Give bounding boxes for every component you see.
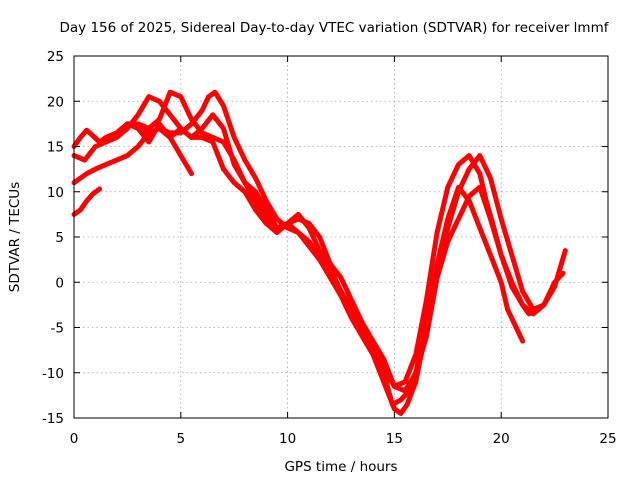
y-tick-label: -10 — [42, 366, 64, 382]
y-tick-label: 15 — [47, 140, 64, 156]
x-tick-label: 5 — [177, 431, 186, 447]
series-line-day-5 — [71, 186, 103, 217]
series-line-day-4 — [103, 89, 568, 394]
y-tick-label: 25 — [47, 49, 64, 65]
series-line-day-2 — [71, 89, 532, 407]
x-tick-label: 10 — [279, 431, 296, 447]
x-tick-label: 0 — [70, 431, 79, 447]
ticks: 0 5 10 15 20 25 25 20 15 10 5 0 -5 -10 -15 — [42, 49, 617, 447]
series-group — [71, 89, 568, 416]
y-tick-label: 10 — [47, 185, 64, 201]
x-tick-label: 25 — [599, 431, 616, 447]
y-tick-label: -5 — [51, 321, 64, 337]
y-tick-label: 20 — [47, 94, 64, 110]
series-line-day-6 — [135, 121, 194, 177]
y-tick-label: 0 — [55, 275, 64, 291]
x-tick-label: 15 — [386, 431, 403, 447]
y-tick-label: -15 — [42, 411, 64, 427]
series-line-day-3 — [71, 94, 566, 389]
chart-title: Day 156 of 2025, Sidereal Day-to-day VTE… — [60, 20, 610, 36]
grid — [74, 56, 608, 418]
y-axis-label: SDTVAR / TECUs — [7, 182, 23, 292]
x-axis-label: GPS time / hours — [284, 459, 397, 475]
y-tick-label: 5 — [55, 230, 64, 246]
x-tick-label: 20 — [493, 431, 510, 447]
